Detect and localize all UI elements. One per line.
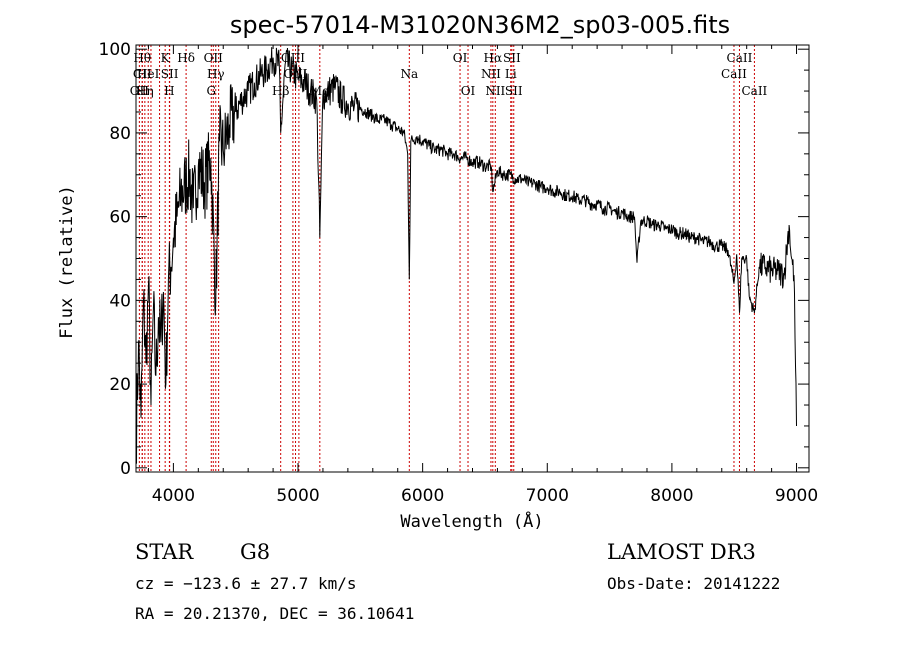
y-tick-label: 100 xyxy=(99,40,131,60)
x-axis-ticks: 4000 5000 6000 7000 8000 9000 xyxy=(147,45,818,506)
line-marker-label: K xyxy=(161,51,171,65)
radec-line: RA = 20.21370, DEC = 36.10641 xyxy=(135,604,414,623)
x-axis-label: Wavelength (Å) xyxy=(400,510,543,532)
line-marker-label: OI xyxy=(453,51,468,65)
line-marker-label: Hγ xyxy=(207,67,225,81)
object-subclass: G8 xyxy=(240,540,270,564)
line-marker-label: Hθ xyxy=(133,51,151,65)
line-marker-label: HeI xyxy=(137,67,160,81)
spectrum-line xyxy=(135,47,797,464)
x-tick-label: 6000 xyxy=(401,486,444,506)
y-tick-label: 20 xyxy=(109,375,131,395)
line-marker-label: G xyxy=(206,84,216,98)
line-marker-label: Na xyxy=(400,67,418,81)
y-tick-label: 60 xyxy=(109,208,131,228)
line-marker-label: SII xyxy=(503,51,521,65)
y-axis-label: Flux (relative) xyxy=(57,185,77,339)
x-tick-label: 9000 xyxy=(775,486,818,506)
y-axis-ticks: 0 20 40 60 80 100 xyxy=(99,40,809,479)
line-marker-label: CaII xyxy=(727,51,753,65)
x-tick-label: 4000 xyxy=(152,486,195,506)
y-tick-label: 0 xyxy=(120,459,131,479)
x-tick-label: 7000 xyxy=(526,486,569,506)
y-tick-label: 40 xyxy=(109,291,131,311)
x-tick-label: 8000 xyxy=(650,486,693,506)
line-marker-label: Hδ xyxy=(177,51,195,65)
line-marker-label: Hβ xyxy=(272,84,289,98)
series-layer xyxy=(135,47,797,464)
line-marker-label: Hα xyxy=(484,51,503,65)
line-marker-label: Li xyxy=(505,67,517,81)
obs-date-line: Obs-Date: 20141222 xyxy=(607,574,780,593)
line-marker-label: H xyxy=(164,84,174,98)
x-tick-label: 5000 xyxy=(276,486,319,506)
line-marker-label: OII xyxy=(204,51,224,65)
chart-title: spec-57014-M31020N36M2_sp03-005.fits xyxy=(230,11,730,39)
line-marker-label: Hη xyxy=(136,84,154,98)
line-marker-labels: OIIHθCIIHηHeIKHSIIHδGOIIHγHβOIIIOIIIMgNa… xyxy=(130,51,768,98)
object-class: STAR xyxy=(135,540,194,564)
line-marker-label: CaII xyxy=(721,67,747,81)
redshift-line: cz = −123.6 ± 27.7 km/s xyxy=(135,574,357,593)
line-marker-label: OI xyxy=(461,84,476,98)
line-marker-label: NII xyxy=(481,67,501,81)
line-marker-label: CaII xyxy=(741,84,767,98)
survey-name: LAMOST DR3 xyxy=(607,540,756,564)
y-tick-label: 80 xyxy=(109,124,131,144)
line-marker-label: SII xyxy=(161,67,179,81)
line-marker-label: NII xyxy=(485,84,505,98)
line-marker-label: SII xyxy=(505,84,523,98)
